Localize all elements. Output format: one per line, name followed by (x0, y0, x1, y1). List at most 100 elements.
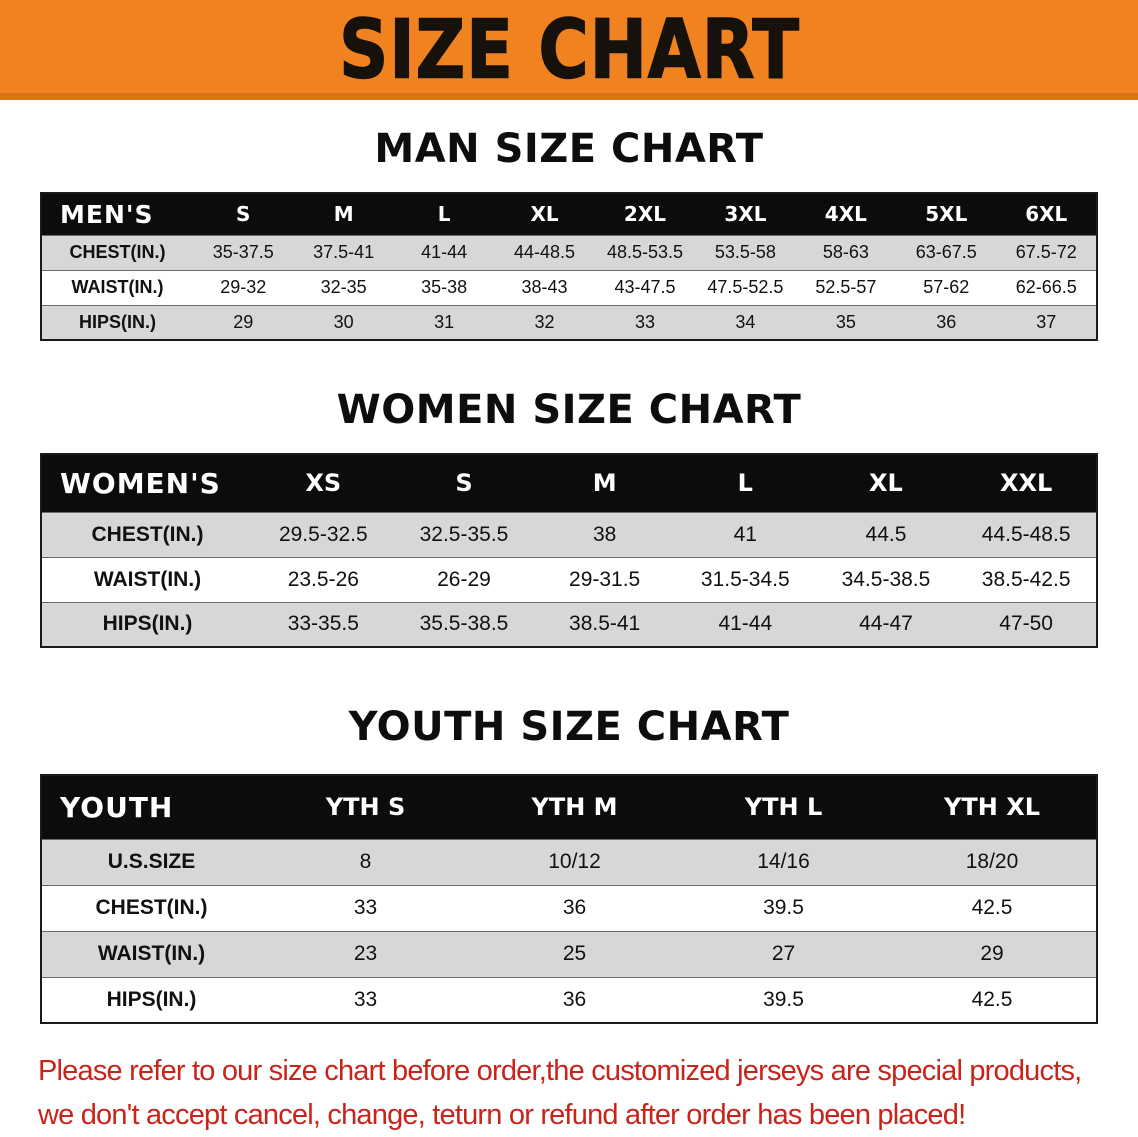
row-label-cell: U.S.SIZE (41, 839, 261, 885)
size-value-cell: 23 (261, 931, 470, 977)
size-value-cell: 52.5-57 (796, 270, 896, 305)
size-value-cell: 53.5-58 (695, 235, 795, 270)
size-value-cell: 31.5-34.5 (675, 557, 816, 602)
size-value-cell: 38 (534, 512, 675, 557)
row-label-cell: CHEST(IN.) (41, 512, 253, 557)
size-value-cell: 32.5-35.5 (394, 512, 535, 557)
size-value-cell: 57-62 (896, 270, 996, 305)
size-value-cell: 33 (261, 977, 470, 1023)
row-label-cell: HIPS(IN.) (41, 305, 193, 340)
size-value-cell: 27 (679, 931, 888, 977)
size-column-header: YTH M (470, 775, 679, 839)
size-column-header: 6XL (997, 193, 1098, 235)
row-label-cell: HIPS(IN.) (41, 602, 253, 647)
size-value-cell: 58-63 (796, 235, 896, 270)
size-column-header: XS (253, 454, 394, 512)
men-section-heading: MAN SIZE CHART (0, 126, 1138, 172)
size-value-cell: 26-29 (394, 557, 535, 602)
size-column-header: L (394, 193, 494, 235)
size-value-cell: 35-38 (394, 270, 494, 305)
size-value-cell: 29 (888, 931, 1097, 977)
size-column-header: XXL (956, 454, 1097, 512)
size-value-cell: 44-47 (816, 602, 957, 647)
size-value-cell: 33 (261, 885, 470, 931)
size-value-cell: 25 (470, 931, 679, 977)
youth-section-heading: YOUTH SIZE CHART (0, 704, 1138, 750)
size-value-cell: 37.5-41 (293, 235, 393, 270)
table-title-cell: YOUTH (41, 775, 261, 839)
disclaimer: Please refer to our size chart before or… (38, 1050, 1100, 1137)
size-value-cell: 29.5-32.5 (253, 512, 394, 557)
size-value-cell: 47-50 (956, 602, 1097, 647)
row-label-cell: WAIST(IN.) (41, 557, 253, 602)
size-value-cell: 35-37.5 (193, 235, 293, 270)
size-value-cell: 42.5 (888, 977, 1097, 1023)
row-label-cell: CHEST(IN.) (41, 235, 193, 270)
size-value-cell: 42.5 (888, 885, 1097, 931)
size-value-cell: 44.5-48.5 (956, 512, 1097, 557)
size-value-cell: 44.5 (816, 512, 957, 557)
size-value-cell: 35 (796, 305, 896, 340)
size-column-header: L (675, 454, 816, 512)
size-value-cell: 32-35 (293, 270, 393, 305)
size-value-cell: 41 (675, 512, 816, 557)
size-value-cell: 38.5-41 (534, 602, 675, 647)
size-value-cell: 41-44 (394, 235, 494, 270)
row-label-cell: WAIST(IN.) (41, 931, 261, 977)
row-label-cell: WAIST(IN.) (41, 270, 193, 305)
size-column-header: S (193, 193, 293, 235)
size-value-cell: 35.5-38.5 (394, 602, 535, 647)
size-column-header: 2XL (595, 193, 695, 235)
size-value-cell: 29-32 (193, 270, 293, 305)
size-value-cell: 67.5-72 (997, 235, 1098, 270)
size-column-header: M (293, 193, 393, 235)
size-value-cell: 34 (695, 305, 795, 340)
disclaimer-line-1: Please refer to our size chart before or… (38, 1050, 1100, 1094)
women-section-heading: WOMEN SIZE CHART (0, 387, 1138, 433)
size-value-cell: 33 (595, 305, 695, 340)
size-value-cell: 43-47.5 (595, 270, 695, 305)
size-value-cell: 8 (261, 839, 470, 885)
size-value-cell: 14/16 (679, 839, 888, 885)
size-value-cell: 63-67.5 (896, 235, 996, 270)
size-value-cell: 29-31.5 (534, 557, 675, 602)
size-value-cell: 32 (494, 305, 594, 340)
size-value-cell: 31 (394, 305, 494, 340)
size-value-cell: 10/12 (470, 839, 679, 885)
size-value-cell: 34.5-38.5 (816, 557, 957, 602)
size-value-cell: 30 (293, 305, 393, 340)
size-value-cell: 39.5 (679, 977, 888, 1023)
size-column-header: XL (494, 193, 594, 235)
size-value-cell: 37 (997, 305, 1098, 340)
size-value-cell: 36 (470, 885, 679, 931)
page-title: SIZE CHART (339, 4, 800, 96)
size-value-cell: 41-44 (675, 602, 816, 647)
row-label-cell: CHEST(IN.) (41, 885, 261, 931)
size-value-cell: 47.5-52.5 (695, 270, 795, 305)
size-value-cell: 33-35.5 (253, 602, 394, 647)
size-value-cell: 36 (896, 305, 996, 340)
disclaimer-line-2: we don't accept cancel, change, teturn o… (38, 1094, 1100, 1137)
row-label-cell: HIPS(IN.) (41, 977, 261, 1023)
size-value-cell: 62-66.5 (997, 270, 1098, 305)
size-column-header: YTH S (261, 775, 470, 839)
